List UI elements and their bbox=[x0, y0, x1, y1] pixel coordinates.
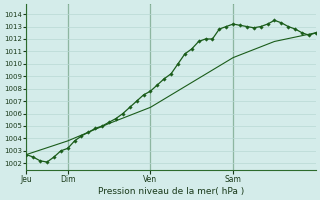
X-axis label: Pression niveau de la mer( hPa ): Pression niveau de la mer( hPa ) bbox=[98, 187, 244, 196]
